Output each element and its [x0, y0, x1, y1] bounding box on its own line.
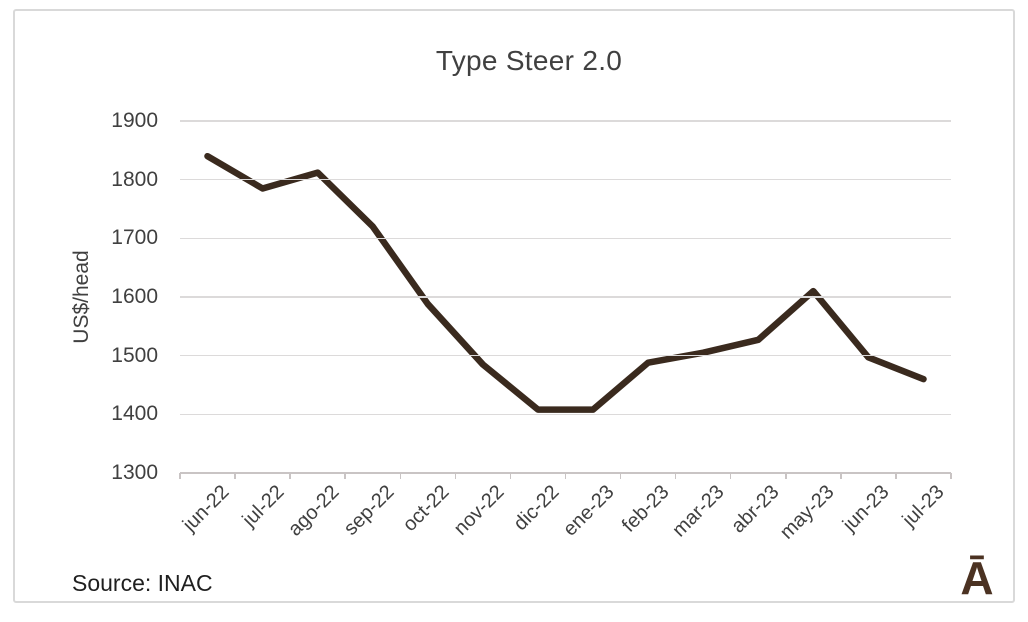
x-axis-tick	[399, 473, 402, 479]
x-axis-tick	[619, 473, 622, 479]
chart-card: Type Steer 2.0 US$/head 1900 1800 1700 1600…	[13, 9, 1015, 604]
plot-area	[179, 120, 952, 479]
x-axis-tick	[674, 473, 677, 479]
y-tick-label: 1700	[111, 226, 158, 250]
y-tick-label: 1300	[111, 461, 158, 484]
y-tick-label: 1600	[111, 285, 158, 308]
x-axis-tick	[785, 473, 787, 479]
gridline	[180, 237, 951, 240]
y-tick-label: 1800	[111, 167, 158, 191]
x-axis-tick	[344, 473, 346, 479]
chart-title: Type Steer 2.0	[435, 45, 623, 76]
x-axis-tick	[289, 473, 291, 479]
gridline	[180, 296, 951, 298]
x-axis-tick	[895, 473, 897, 479]
x-axis-tick	[179, 473, 181, 479]
gridline	[180, 354, 951, 357]
y-tick-label: 1400	[111, 402, 158, 426]
x-axis-tick	[234, 473, 236, 479]
x-axis-tick	[729, 473, 732, 479]
x-axis-tick	[509, 473, 512, 479]
gridline	[180, 178, 951, 181]
x-axis-tick	[840, 473, 842, 479]
x-axis-tick	[950, 473, 952, 479]
line-series-svg	[204, 152, 927, 413]
x-axis-tick	[454, 473, 457, 479]
source-label: Source: INAC	[72, 570, 213, 596]
gridline	[180, 413, 951, 416]
y-tick-label: 1900	[111, 109, 158, 132]
price-line	[204, 152, 927, 413]
brand-logo-icon: Ā	[960, 552, 994, 604]
gridline	[180, 120, 951, 122]
x-axis-tick	[564, 473, 567, 479]
y-tick-label: 1500	[111, 343, 158, 367]
